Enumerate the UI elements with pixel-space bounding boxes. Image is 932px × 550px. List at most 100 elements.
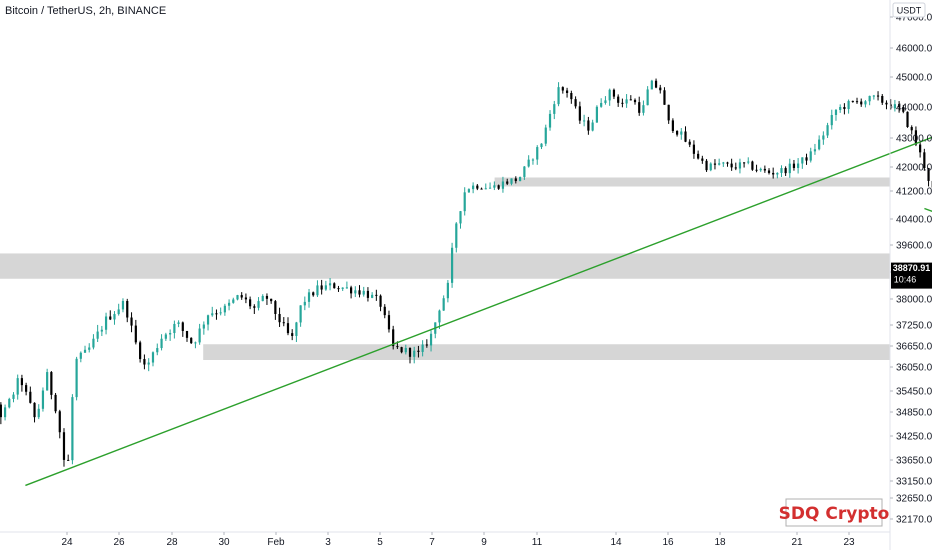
candle <box>181 321 184 337</box>
candle-body <box>734 167 737 169</box>
candle-body <box>527 159 530 167</box>
candle-body <box>92 338 95 348</box>
candle <box>392 325 395 350</box>
candle-body <box>629 99 632 101</box>
candle-body <box>446 282 449 299</box>
candle-body <box>776 172 779 175</box>
candle-body <box>788 163 791 174</box>
candle-body <box>688 141 691 145</box>
candle <box>383 304 386 319</box>
candle-body <box>282 322 285 324</box>
y-tick-label: 40400.00 <box>896 215 932 226</box>
y-tick-label: 36650.00 <box>896 342 932 353</box>
candle <box>151 351 155 367</box>
candle-body <box>104 316 108 330</box>
candle <box>604 96 607 105</box>
candle-body <box>646 89 649 106</box>
candle-body <box>855 101 859 103</box>
candle <box>25 382 28 396</box>
candle-body <box>801 157 804 164</box>
candle <box>617 94 620 107</box>
candle <box>889 99 892 110</box>
candle-body <box>404 347 407 353</box>
currency-label-text: USDT <box>897 6 922 16</box>
candle <box>855 97 859 104</box>
candle <box>265 293 269 305</box>
candle <box>671 118 674 133</box>
candle-body <box>851 100 854 102</box>
candle <box>919 141 922 158</box>
candle <box>345 281 348 289</box>
candle-body <box>923 152 926 169</box>
candle <box>818 135 821 151</box>
candle <box>413 346 416 364</box>
candle <box>215 309 218 320</box>
candle <box>788 158 791 178</box>
candle-body <box>194 342 197 344</box>
candle <box>633 98 637 105</box>
candle-body <box>544 127 547 144</box>
candle <box>198 323 201 345</box>
candle-body <box>484 188 487 190</box>
candle <box>104 312 108 335</box>
candle-body <box>341 287 344 289</box>
candle <box>169 329 172 341</box>
candle <box>847 99 850 114</box>
candle-body <box>617 96 620 103</box>
candle <box>612 88 616 100</box>
candle-body <box>202 324 205 329</box>
candle <box>755 164 758 173</box>
candle <box>62 428 66 467</box>
candle-body <box>164 334 167 339</box>
candle-body <box>83 349 87 353</box>
candle-body <box>633 99 637 103</box>
candle-body <box>680 131 683 135</box>
candle <box>130 312 133 333</box>
candle <box>244 293 248 304</box>
currency-label[interactable]: USDT <box>892 2 926 18</box>
candle <box>697 150 700 160</box>
candle <box>37 404 40 420</box>
candle-body <box>809 151 812 161</box>
candle <box>387 310 391 333</box>
candle-body <box>156 348 159 353</box>
support-resistance-zones <box>0 177 890 360</box>
candle <box>472 182 475 194</box>
candle <box>730 158 733 171</box>
candle <box>316 280 319 297</box>
candle <box>797 158 800 174</box>
candle <box>578 101 581 124</box>
candle-body <box>818 139 821 150</box>
candle-body <box>805 157 808 161</box>
candle <box>371 292 374 299</box>
candle <box>784 166 787 176</box>
candle <box>92 334 95 350</box>
chart-title: Bitcoin / TetherUS, 2h, BINANCE <box>5 5 166 17</box>
candle-body <box>608 89 611 101</box>
candle <box>341 287 344 291</box>
price-zone <box>0 253 890 279</box>
candle <box>923 148 926 171</box>
candle <box>642 100 645 116</box>
candle-body <box>328 283 332 286</box>
candle <box>780 165 783 178</box>
candle <box>625 94 628 108</box>
candle-body <box>692 144 696 154</box>
candle <box>354 286 357 298</box>
candle-body <box>400 347 403 353</box>
candle-body <box>510 178 513 184</box>
candle <box>718 158 721 166</box>
candle-body <box>536 147 539 160</box>
candle-body <box>876 95 880 97</box>
candle-body <box>910 127 913 131</box>
candle-body <box>198 328 201 343</box>
candle-body <box>709 163 712 171</box>
candle <box>650 79 653 90</box>
candle-body <box>650 80 653 90</box>
y-tick-label: 34850.00 <box>896 408 932 419</box>
candle <box>463 187 466 216</box>
candle-body <box>872 95 875 97</box>
y-tick-label: 33150.00 <box>896 477 932 488</box>
candle-body <box>232 299 235 303</box>
candle <box>553 100 556 120</box>
